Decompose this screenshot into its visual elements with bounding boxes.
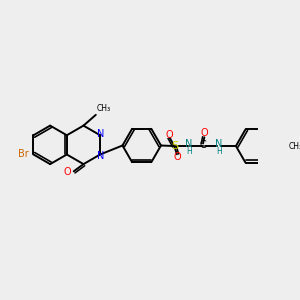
Text: O: O [166,130,173,140]
Text: N: N [185,139,192,149]
Text: N: N [215,139,223,149]
Text: N: N [97,129,104,139]
Text: CH₃: CH₃ [97,104,111,113]
Text: O: O [173,152,181,162]
Text: H: H [186,147,192,156]
Text: Br: Br [18,149,29,160]
Text: O: O [200,128,208,138]
Text: N: N [97,151,104,161]
Text: C: C [200,140,206,150]
Text: S: S [171,141,178,151]
Text: O: O [64,167,71,177]
Text: H: H [216,147,222,156]
Text: CH₃: CH₃ [288,142,300,151]
